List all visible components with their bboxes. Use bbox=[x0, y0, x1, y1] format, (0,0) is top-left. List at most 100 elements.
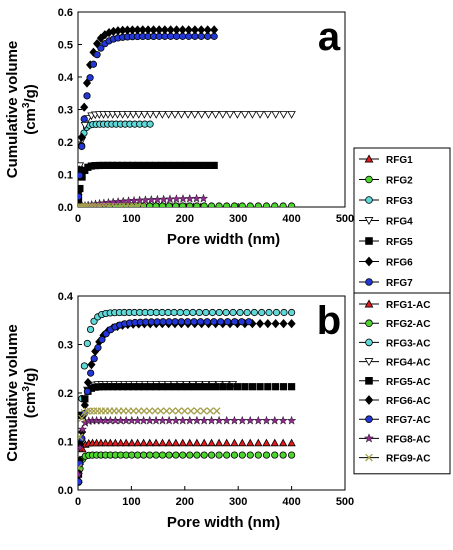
data-point bbox=[83, 377, 93, 388]
data-point bbox=[231, 318, 239, 326]
data-point bbox=[204, 383, 213, 391]
data-point bbox=[198, 193, 209, 203]
data-point bbox=[222, 308, 230, 317]
data-point bbox=[158, 451, 167, 459]
data-point bbox=[78, 424, 88, 434]
data-point bbox=[139, 438, 148, 447]
data-point bbox=[206, 415, 217, 425]
y-axis-unit: (cm3/g) bbox=[21, 368, 39, 419]
data-point bbox=[215, 451, 223, 459]
data-point bbox=[212, 383, 220, 391]
y-axis-unit-suffix: /g) bbox=[22, 84, 39, 102]
data-point bbox=[265, 308, 273, 317]
data-point bbox=[262, 438, 271, 447]
data-point bbox=[174, 407, 183, 415]
data-point bbox=[253, 415, 263, 425]
legend-marker bbox=[364, 154, 374, 163]
panel-letter: a bbox=[318, 15, 341, 59]
data-point bbox=[207, 451, 216, 459]
data-point bbox=[196, 161, 204, 169]
series-rfg8-ac bbox=[78, 415, 297, 479]
x-tick-label: 200 bbox=[176, 496, 194, 508]
legend-label: RFG4-AC bbox=[386, 358, 430, 369]
data-point bbox=[243, 308, 251, 317]
data-point bbox=[145, 415, 155, 425]
panel-letter: b bbox=[317, 299, 341, 343]
data-point bbox=[94, 344, 102, 352]
legend-marker bbox=[365, 415, 373, 424]
x-tick-label: 0 bbox=[75, 496, 81, 508]
data-point bbox=[200, 451, 208, 459]
data-point bbox=[157, 407, 165, 415]
legend: RFG1-AC RFG2-AC RFG3-AC RFG4-AC RFG5-AC RFG6-… bbox=[353, 292, 451, 475]
data-point bbox=[185, 32, 193, 40]
data-point bbox=[193, 407, 201, 415]
data-point bbox=[250, 308, 258, 317]
data-point bbox=[146, 202, 154, 207]
data-point bbox=[162, 407, 171, 415]
series-area bbox=[78, 25, 296, 207]
data-point bbox=[170, 161, 178, 169]
data-point bbox=[233, 111, 242, 119]
legend-label: RFG1 bbox=[386, 155, 413, 166]
legend-label: RFG4 bbox=[386, 217, 413, 228]
data-point bbox=[240, 111, 250, 119]
legend-marker bbox=[365, 338, 373, 347]
data-point bbox=[238, 438, 247, 447]
data-point bbox=[118, 111, 127, 119]
data-point bbox=[191, 193, 202, 203]
data-point bbox=[254, 451, 262, 459]
data-point bbox=[185, 438, 194, 447]
data-point bbox=[78, 132, 86, 142]
data-point bbox=[270, 415, 280, 425]
data-point bbox=[279, 111, 288, 119]
data-point bbox=[116, 438, 125, 447]
data-point bbox=[271, 111, 280, 119]
data-point bbox=[287, 111, 296, 119]
legend-marker bbox=[365, 196, 373, 204]
data-point bbox=[177, 111, 186, 119]
data-point bbox=[207, 202, 216, 207]
data-point bbox=[184, 318, 192, 326]
data-point bbox=[78, 469, 84, 479]
data-point bbox=[158, 202, 167, 207]
data-point bbox=[78, 463, 83, 472]
data-point bbox=[287, 308, 296, 317]
data-point bbox=[262, 202, 271, 207]
data-point bbox=[288, 202, 296, 207]
data-point bbox=[215, 202, 223, 207]
data-point bbox=[134, 111, 143, 119]
data-point bbox=[172, 32, 181, 40]
legend-marker bbox=[365, 453, 373, 462]
data-point bbox=[152, 111, 161, 119]
data-point bbox=[164, 383, 173, 391]
data-point bbox=[165, 194, 175, 204]
series-rfg1-ac bbox=[78, 438, 296, 483]
data-point bbox=[80, 102, 89, 112]
x-tick-label: 500 bbox=[336, 213, 354, 225]
data-point bbox=[80, 362, 89, 370]
x-tick-label: 0 bbox=[75, 213, 81, 225]
data-point bbox=[200, 202, 208, 207]
data-point bbox=[151, 407, 159, 415]
data-point bbox=[177, 318, 185, 326]
data-point bbox=[213, 407, 221, 415]
data-point bbox=[280, 308, 288, 317]
data-point bbox=[93, 51, 101, 59]
data-point bbox=[78, 433, 84, 441]
data-point bbox=[271, 319, 280, 329]
data-point bbox=[241, 383, 249, 391]
data-point bbox=[256, 383, 264, 391]
legend-label: RFG8-AC bbox=[386, 434, 430, 445]
y-tick-label: 0.5 bbox=[58, 40, 73, 52]
data-point bbox=[230, 451, 239, 459]
legend-label: RFG3-AC bbox=[386, 338, 430, 349]
y-tick-label: 0.4 bbox=[58, 72, 74, 84]
legend-label: RFG5 bbox=[386, 237, 413, 248]
x-tick-label: 500 bbox=[336, 496, 354, 508]
data-point bbox=[111, 438, 120, 447]
data-point bbox=[192, 438, 202, 447]
x-tick-label: 400 bbox=[282, 496, 300, 508]
data-point bbox=[254, 202, 262, 207]
legend-label: RFG7-AC bbox=[386, 415, 430, 426]
